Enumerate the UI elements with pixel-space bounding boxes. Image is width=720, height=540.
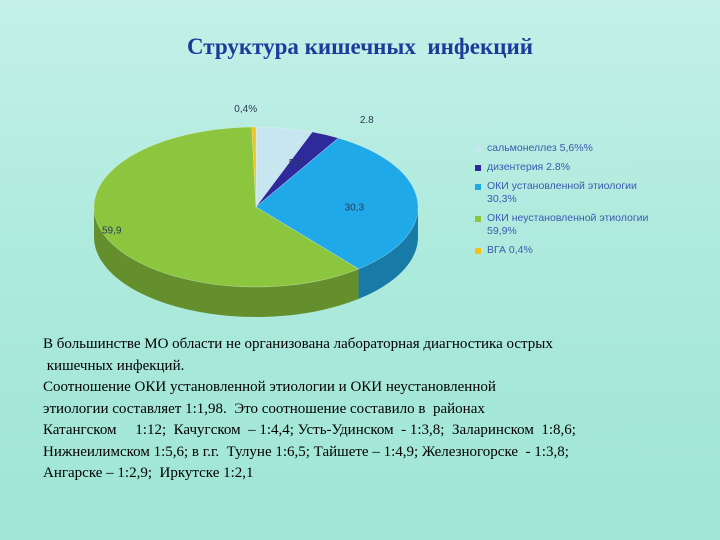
legend-item-hepatitis-a: ВГА 0,4% xyxy=(475,244,700,257)
body-line: Соотношение ОКИ установленной этиологии … xyxy=(43,379,496,395)
data-label-4: 0,4% xyxy=(234,104,257,115)
legend-item-salmonellosis: сальмонеллез 5,6%% xyxy=(475,142,700,155)
body-line: Нижнеилимском 1:5,6; в г.г. Тулуне 1:6,5… xyxy=(43,443,569,460)
legend-key xyxy=(475,184,481,190)
data-label-2: 30,3 xyxy=(345,203,365,214)
data-label-1: 2.8 xyxy=(360,115,374,126)
pie-chart: 5,6 2.8 30,3 59,9 0,4% xyxy=(93,104,419,317)
pie-slice-2 xyxy=(255,137,419,270)
data-label-3: 59,9 xyxy=(102,225,122,236)
legend-item-oki-established: ОКИ установленной этиологии 30,3% xyxy=(475,180,700,206)
legend-label: ОКИ установленной этиологии 30,3% xyxy=(487,180,637,205)
pie-slice-0 xyxy=(255,126,313,208)
pie-side-2 xyxy=(358,207,418,299)
legend-key xyxy=(475,146,481,152)
body-text: В большинстве МО области не организована… xyxy=(43,334,713,485)
pie-side-3 xyxy=(94,207,359,317)
legend-key xyxy=(475,248,481,254)
pie-slice-3 xyxy=(93,126,360,288)
legend-key xyxy=(475,216,481,222)
body-line: этиологии составляет 1:1,98. Это соотнош… xyxy=(43,400,485,417)
body-line: Катангском 1:12; Качугском – 1:4,4; Усть… xyxy=(43,422,576,438)
legend-key xyxy=(475,165,481,171)
data-label-0: 5,6 xyxy=(289,158,303,169)
body-line: Ангарске – 1:2,9; Иркутске 1:2,1 xyxy=(43,465,254,481)
legend-item-dysentery: дизентерия 2.8% xyxy=(475,161,700,174)
chart-title: Структура кишечных инфекций xyxy=(186,34,534,59)
legend-label: дизентерия 2.8% xyxy=(487,161,571,173)
legend-label: ОКИ неустановленной этиологии 59,9% xyxy=(487,212,649,237)
body-line: В большинстве МО области не организована… xyxy=(43,336,553,352)
chart-legend: сальмонеллез 5,6%% дизентерия 2.8% ОКИ у… xyxy=(475,142,700,263)
pie-slice-1 xyxy=(255,131,339,208)
pie-slice-4 xyxy=(251,126,257,208)
legend-label: сальмонеллез 5,6%% xyxy=(487,142,593,154)
legend-label: ВГА 0,4% xyxy=(487,244,533,256)
body-line: кишечных инфекций. xyxy=(43,357,185,374)
legend-item-oki-unestablished: ОКИ неустановленной этиологии 59,9% xyxy=(475,212,700,238)
